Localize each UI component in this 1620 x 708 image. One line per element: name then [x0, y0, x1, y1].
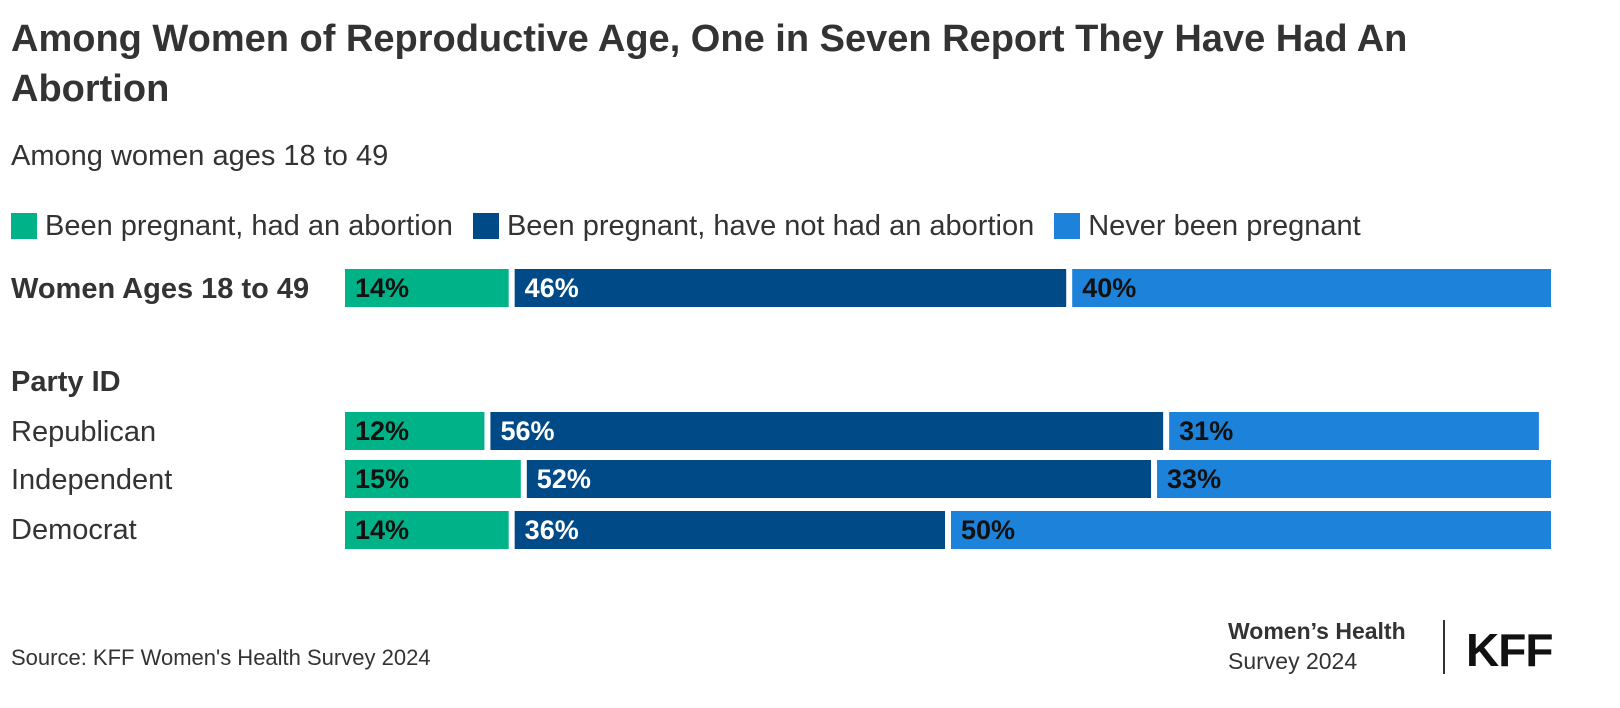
legend: Been pregnant, had an abortion Been preg…: [11, 205, 1381, 247]
legend-swatch-never-pregnant: [1054, 213, 1081, 239]
bar-label-republican-no-abortion: 56%: [500, 416, 554, 446]
bar-label-republican-had-abortion: 12%: [355, 416, 409, 446]
source-note: Source: KFF Women's Health Survey 2024: [11, 645, 431, 670]
bar-label-republican-never-pregnant: 31%: [1179, 416, 1233, 446]
category-label-all-women: Women Ages 18 to 49: [11, 273, 310, 305]
bar-all-women-no-abortion: [514, 269, 1067, 307]
bar-label-all-women-had-abortion: 14%: [355, 273, 409, 303]
bar-republican-no-abortion: [490, 412, 1164, 450]
legend-item-no-abortion: Been pregnant, have not had an abortion: [472, 208, 1035, 244]
brand-divider: [1443, 620, 1445, 674]
bar-label-independent-had-abortion: 15%: [355, 464, 409, 494]
legend-label-never-pregnant: Never been pregnant: [1088, 210, 1361, 242]
legend-item-never-pregnant: Never been pregnant: [1054, 208, 1361, 244]
category-label-independent: Independent: [11, 464, 173, 496]
bar-label-all-women-never-pregnant: 40%: [1082, 273, 1136, 303]
group-label-party-id: Party ID: [11, 366, 121, 398]
bar-republican-never-pregnant: [1169, 412, 1539, 450]
bar-democrat-never-pregnant: [951, 511, 1551, 549]
bar-label-all-women-no-abortion: 46%: [525, 273, 579, 303]
bar-label-independent-never-pregnant: 33%: [1167, 464, 1221, 494]
bar-label-independent-no-abortion: 52%: [537, 464, 591, 494]
legend-label-no-abortion: Been pregnant, have not had an abortion: [506, 210, 1035, 242]
bar-all-women-never-pregnant: [1072, 269, 1551, 307]
bar-independent-had-abortion: [345, 460, 521, 498]
kff-logo: KFF: [1466, 624, 1553, 676]
chart-subtitle: Among women ages 18 to 49: [11, 140, 389, 172]
legend-label-had-abortion: Been pregnant, had an abortion: [45, 210, 453, 242]
bar-independent-no-abortion: [526, 460, 1152, 498]
category-label-republican: Republican: [11, 416, 157, 448]
bar-democrat-no-abortion: [514, 511, 945, 549]
bar-republican-had-abortion: [345, 412, 485, 450]
legend-item-had-abortion: Been pregnant, had an abortion: [11, 208, 453, 244]
brand-subtitle: Survey 2024: [1228, 648, 1358, 674]
chart-title: Among Women of Reproductive Age, One in …: [11, 18, 1408, 110]
bar-label-democrat-no-abortion: 36%: [525, 515, 579, 545]
stacked-bar-chart: 14% 46% 40% 12% 56% 31% 15% 52% 33% 14% 36% 50%: [345, 269, 1551, 549]
bar-independent-never-pregnant: [1157, 460, 1551, 498]
brand-title: Women’s Health: [1228, 618, 1406, 644]
survey-brand: Women’s Health Survey 2024: [1228, 616, 1406, 676]
bar-label-democrat-never-pregnant: 50%: [961, 515, 1015, 545]
category-label-democrat: Democrat: [11, 514, 137, 546]
legend-swatch-had-abortion: [11, 213, 37, 239]
bar-label-democrat-had-abortion: 14%: [355, 515, 409, 545]
legend-swatch-no-abortion: [472, 213, 499, 239]
bar-all-women-had-abortion: [345, 269, 509, 307]
bar-democrat-had-abortion: [345, 511, 509, 549]
